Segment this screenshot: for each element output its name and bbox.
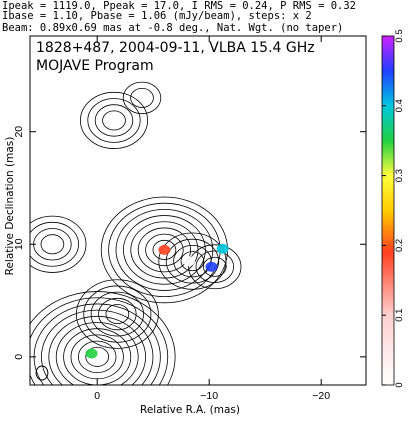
contour-0-5	[55, 322, 139, 385]
pol-patch-3	[216, 243, 229, 254]
contour-3-3	[180, 251, 205, 272]
colorbar-tick-label-5: 0.5	[394, 29, 405, 42]
pol-patch-2	[183, 256, 196, 267]
x-tick-label-2: −20	[312, 390, 330, 402]
contour-4-0	[188, 244, 242, 290]
contour-1-4	[105, 304, 130, 325]
contour-2-7	[152, 239, 177, 260]
x-tick-label-0: 0	[94, 390, 100, 402]
header-stats-line: Ipeak = 1119.0, Ppeak = 17.0, I RMS = 0.…	[2, 0, 357, 12]
contour-0-7	[70, 334, 124, 380]
polarization-layer	[85, 243, 229, 359]
contour-0-8	[77, 340, 117, 374]
header-base-line: Ibase = 1.10, Pbase = 1.06 (mJy/beam), s…	[2, 10, 312, 22]
y-axis-label: Relative Declination (mas)	[4, 136, 16, 276]
contour-0-0	[30, 291, 176, 385]
contour-1-3	[98, 297, 137, 331]
contour-5-2	[33, 228, 72, 261]
y-tick-label-0: 0	[13, 354, 25, 360]
contour-layer	[30, 81, 242, 385]
contour-6-3	[102, 110, 126, 131]
colorbar-ticks: 0 0.1 0.2 0.3 0.4 0.5	[382, 29, 405, 388]
contour-0-6	[63, 328, 132, 385]
contour-4-1	[195, 250, 235, 283]
contour-3-0	[158, 232, 227, 290]
contour-0-4	[48, 315, 146, 385]
colorbar	[381, 35, 395, 386]
colorbar-tick-label-0: 0	[394, 382, 405, 387]
pol-patch-1	[158, 244, 171, 255]
contour-1-2	[90, 291, 144, 337]
x-axis-label: Relative R.A. (mas)	[140, 404, 240, 416]
contour-5-3	[40, 234, 65, 255]
axis-ticks: 0 −10 −20 0 10 20	[13, 36, 366, 402]
contour-0-1	[30, 297, 169, 385]
contour-6-2	[94, 104, 134, 137]
colorbar-tick-label-3: 0.3	[394, 169, 405, 182]
y-tick-label-1: 10	[13, 238, 25, 250]
contour-6-0	[80, 91, 148, 149]
beam-ellipse	[35, 365, 49, 381]
contour-0-9	[85, 346, 110, 367]
contour-2-2	[115, 208, 214, 291]
contour-5-1	[30, 221, 80, 267]
pol-patch-4	[205, 261, 218, 272]
contour-0-3	[41, 309, 154, 385]
colorbar-tick-label-2: 0.2	[394, 239, 405, 252]
contour-1-0	[75, 279, 159, 349]
plot-frame	[29, 35, 367, 386]
x-tick-label-1: −10	[200, 390, 218, 402]
contour-5-0	[30, 215, 87, 273]
plot-title-program: MOJAVE Program	[36, 58, 154, 74]
contour-7-0	[122, 81, 162, 115]
contour-1-1	[83, 285, 152, 343]
y-tick-label-2: 20	[13, 126, 25, 138]
contour-7-1	[130, 87, 154, 108]
plot-title-source: 1828+487, 2004-09-11, VLBA 15.4 GHz	[36, 40, 315, 56]
contour-6-1	[87, 98, 141, 143]
colorbar-tick-label-4: 0.4	[394, 99, 405, 112]
contour-4-2	[202, 256, 227, 277]
colorbar-tick-label-1: 0.1	[394, 309, 405, 322]
contour-3-2	[173, 244, 212, 278]
pol-patch-0	[85, 348, 98, 359]
contour-3-1	[165, 238, 220, 284]
contour-2-5	[137, 227, 192, 273]
contour-2-6	[145, 233, 184, 267]
header-beam-line: Beam: 0.89x0.69 mas at -0.8 deg., Nat. W…	[2, 22, 344, 34]
